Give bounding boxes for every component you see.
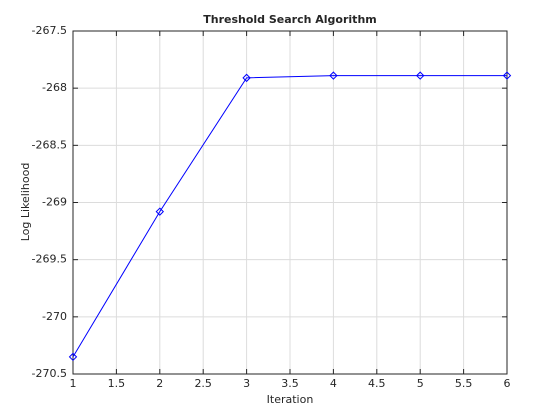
chart-title: Threshold Search Algorithm — [203, 13, 377, 26]
x-axis-label: Iteration — [267, 393, 314, 406]
data-marker — [155, 207, 165, 216]
x-tick-label: 3 — [243, 377, 250, 390]
x-tick-label: 5.5 — [455, 377, 473, 390]
y-tick-label: -269 — [42, 196, 67, 209]
y-tick-label: -268.5 — [32, 138, 67, 151]
y-tick-label: -268 — [42, 81, 67, 94]
x-tick-label: 2 — [156, 377, 163, 390]
y-tick-label: -269.5 — [32, 253, 67, 266]
y-axis-label: Log Likelihood — [19, 163, 32, 242]
y-tick-label: -267.5 — [32, 24, 67, 37]
y-tick-label: -270 — [42, 310, 67, 323]
data-marker — [502, 71, 512, 80]
data-marker — [242, 73, 251, 83]
x-tick-label: 4.5 — [368, 377, 386, 390]
y-tick-label: -270.5 — [32, 367, 67, 380]
x-tick-label: 4 — [330, 377, 337, 390]
data-marker — [415, 71, 425, 80]
data-marker — [68, 352, 78, 362]
x-tick-label: 1.5 — [108, 377, 126, 390]
data-marker — [329, 71, 338, 80]
data-line — [72, 75, 507, 358]
x-tick-label: 1 — [70, 377, 77, 390]
x-tick-label: 3.5 — [281, 377, 299, 390]
x-tick-label: 2.5 — [194, 377, 212, 390]
x-tick-label: 6 — [504, 377, 511, 390]
x-tick-label: 5 — [417, 377, 424, 390]
